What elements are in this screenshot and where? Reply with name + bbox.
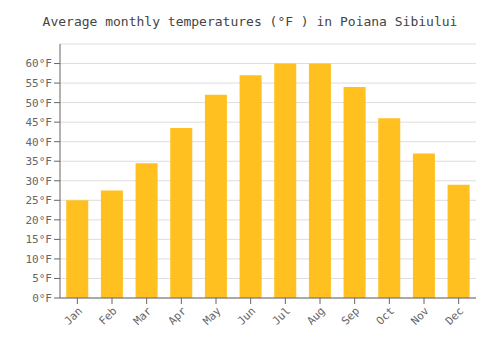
svg-text:Aug: Aug — [304, 304, 327, 327]
svg-text:20°F: 20°F — [26, 214, 53, 227]
svg-text:60°F: 60°F — [26, 57, 53, 70]
svg-text:Jul: Jul — [270, 304, 293, 327]
svg-text:May: May — [200, 304, 224, 328]
svg-text:Oct: Oct — [374, 304, 397, 327]
svg-text:Dec: Dec — [443, 304, 466, 327]
svg-text:35°F: 35°F — [26, 155, 53, 168]
svg-text:10°F: 10°F — [26, 253, 53, 266]
svg-text:55°F: 55°F — [26, 77, 53, 90]
svg-text:Feb: Feb — [96, 304, 119, 327]
svg-text:Sep: Sep — [339, 304, 362, 327]
svg-text:Apr: Apr — [166, 304, 190, 328]
html-text:Average monthly temperatures (: Average monthly temperatures (°F ) in Po… — [42, 14, 458, 29]
svg-text:Mar: Mar — [131, 304, 155, 328]
svg-text:25°F: 25°F — [26, 194, 53, 207]
svg-text:15°F: 15°F — [26, 233, 53, 246]
svg-text:0°F: 0°F — [32, 292, 52, 305]
svg-text:45°F: 45°F — [26, 116, 53, 129]
svg-text:Jun: Jun — [235, 304, 258, 327]
svg-text:30°F: 30°F — [26, 175, 53, 188]
svg-text:Nov: Nov — [408, 304, 432, 328]
svg-text:5°F: 5°F — [32, 272, 52, 285]
svg-text:Jan: Jan — [62, 304, 85, 327]
svg-text:50°F: 50°F — [26, 97, 53, 110]
svg-text:40°F: 40°F — [26, 136, 53, 149]
